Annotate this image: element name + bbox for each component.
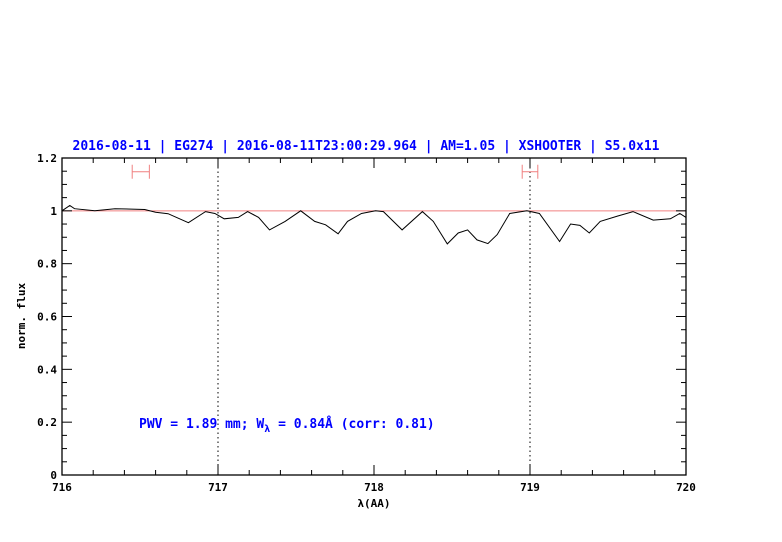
x-tick-label: 716 xyxy=(52,481,72,494)
y-tick-label: 1 xyxy=(50,205,57,218)
y-axis-label: norm. flux xyxy=(15,283,28,350)
chart-title: 2016-08-11 | EG274 | 2016-08-11T23:00:29… xyxy=(73,139,660,154)
y-tick-label: 0.6 xyxy=(37,311,57,324)
x-tick-label: 717 xyxy=(208,481,228,494)
x-axis-label: λ(AA) xyxy=(357,497,390,510)
y-tick-label: 0.8 xyxy=(37,258,57,271)
y-tick-label: 0 xyxy=(50,469,57,482)
annotation-suffix: = 0.84Å (corr: 0.81) xyxy=(270,416,434,432)
pwv-annotation: PWV = 1.89 mm; Wλ = 0.84Å (corr: 0.81) xyxy=(139,416,435,435)
annotation-subscript: λ xyxy=(264,424,270,435)
spectrum-line xyxy=(61,204,687,245)
x-tick-label: 718 xyxy=(364,481,384,494)
y-tick-label: 1.2 xyxy=(37,152,57,165)
x-tick-label: 720 xyxy=(676,481,696,494)
annotation-prefix: PWV = 1.89 mm; W xyxy=(139,417,264,432)
plot-area: 716 717 718 719 720 0 0.2 0.4 0.6 0.8 1 1.2 xyxy=(37,152,696,494)
y-tick-label: 0.2 xyxy=(37,416,57,429)
y-tick-label: 0.4 xyxy=(37,363,57,376)
x-tick-label: 719 xyxy=(520,481,540,494)
